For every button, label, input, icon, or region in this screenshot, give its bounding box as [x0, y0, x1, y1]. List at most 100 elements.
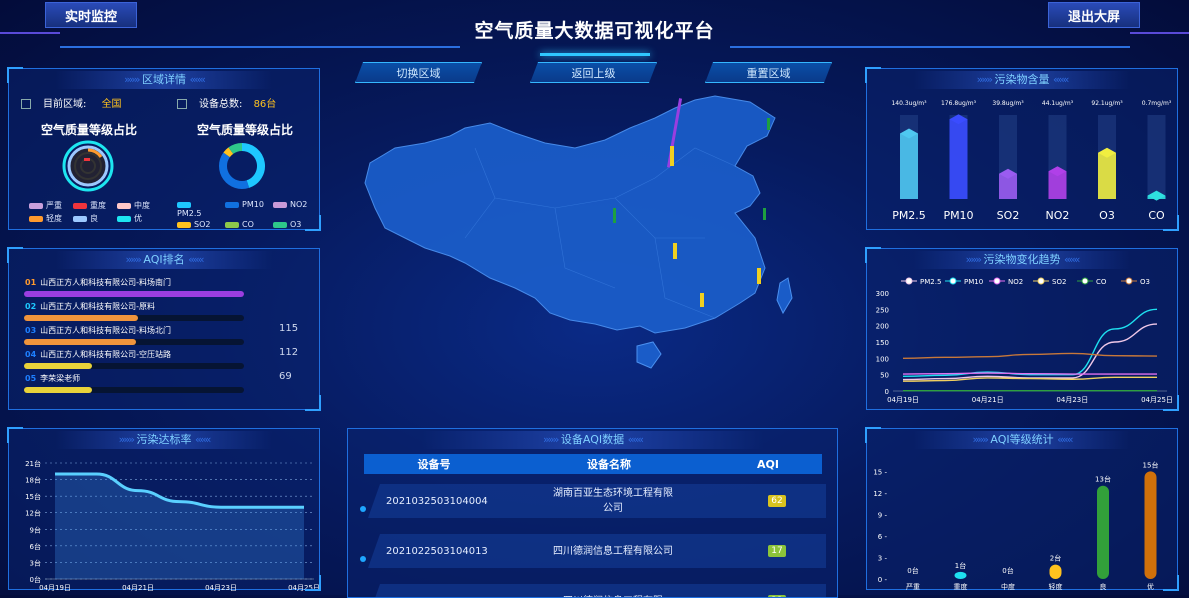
legend-item[interactable]: 轻度 [29, 213, 65, 224]
device-aqi-panel: ›››››› 设备AQI数据 ‹‹‹‹‹‹ 设备号 设备名称 AQI 20210… [347, 428, 838, 598]
device-id: 2021032503104004 [368, 496, 498, 507]
aqi-badge: 62 [768, 495, 785, 507]
legend-item[interactable]: 严重 [29, 200, 65, 211]
bar-value-label: 0台 [907, 566, 918, 575]
legend-swatch [117, 216, 131, 222]
y-tick-label: 18台 [25, 476, 41, 485]
pollutant-value-label: 44.1ug/m³ [1042, 100, 1074, 107]
legend-item[interactable]: PM10 [225, 200, 265, 218]
x-tick-label: 优 [1147, 582, 1154, 591]
pollutant-name: PM10 [943, 209, 973, 222]
legend-item[interactable]: PM2.5 [177, 200, 217, 218]
pollutant-value-label: 92.1ug/m³ [1091, 100, 1123, 107]
map-taiwan[interactable] [777, 278, 792, 313]
aqi-badge: 17 [768, 545, 785, 557]
legend-swatch [225, 202, 239, 208]
pollutant-bar-chart: 140.3ug/m³PM2.5176.8ug/m³PM1039.8ug/m³SO… [867, 87, 1179, 231]
aqi-bar [955, 572, 967, 579]
region-panel: ›››››› 区域详情 ‹‹‹‹‹‹ 目前区域: 全国 设备总数: 86台 空气… [8, 68, 320, 230]
legend-item[interactable]: 重度 [73, 200, 109, 211]
pollutant-name: CO [1148, 209, 1165, 222]
left-legend: 严重 重度 中度轻度良优 [29, 200, 159, 224]
rank-name: 李荣梁老师 [40, 374, 80, 383]
legend-item[interactable]: NO2 [273, 200, 313, 218]
area-fill [55, 474, 304, 579]
map-mainland[interactable] [365, 96, 775, 333]
table-row[interactable]: 2021022503104012四川德润信息工程有限23 [368, 584, 826, 598]
pollutant-name: NO2 [1046, 209, 1070, 222]
legend-label: 重度 [90, 201, 106, 210]
legend-label: O3 [290, 220, 301, 229]
rank-number: 02 [25, 302, 36, 311]
legend-label: CO [1096, 278, 1107, 286]
legend-item[interactable]: 中度 [117, 200, 153, 211]
x-tick-label: 04月23日 [205, 584, 237, 591]
rank-name: 山西正方人和科技有限公司-原料 [40, 302, 155, 311]
reset-region-button[interactable]: 重置区域 [705, 62, 832, 83]
switch-region-button[interactable]: 切换区域 [355, 62, 482, 83]
list-icon [177, 99, 187, 109]
pollutant-bar [950, 119, 968, 199]
aqi-bar [1145, 471, 1157, 579]
legend-label: PM2.5 [920, 278, 941, 286]
legend-swatch [117, 203, 131, 209]
legend-label: PM10 [964, 278, 983, 286]
header-line-right [730, 46, 1130, 48]
rank-value: 69 [279, 371, 292, 382]
rank-name: 山西正方人和科技有限公司-料场南门 [40, 278, 171, 287]
left-chart-title: 空气质量等级占比 [41, 121, 137, 138]
device-count-value: 86台 [254, 99, 277, 110]
legend-label: PM2.5 [177, 209, 201, 218]
row-dot [360, 556, 366, 562]
y-tick-label: 200 [876, 323, 889, 331]
china-map[interactable] [355, 88, 805, 388]
legend-marker [950, 278, 956, 284]
bar-value-label: 1台 [955, 561, 966, 570]
right-chart-title: 空气质量等级占比 [197, 121, 293, 138]
legend-marker [1126, 278, 1132, 284]
right-legend: PM2.5 PM10 NO2 SO2 CO O3 [177, 200, 317, 229]
aqi-bar [1050, 565, 1062, 579]
legend-label: NO2 [290, 200, 307, 209]
ranking-item[interactable]: 02 山西正方人和科技有限公司-原料 [25, 301, 155, 312]
legend-swatch [73, 216, 87, 222]
y-tick-label: 12台 [25, 509, 41, 518]
header-line-left2 [60, 46, 460, 48]
legend-item[interactable]: CO [225, 220, 265, 229]
rank-bar-fill [24, 291, 244, 297]
rank-bar-fill [24, 363, 92, 369]
series-line-o3 [903, 353, 1157, 358]
y-tick-label: 15 - [873, 468, 887, 476]
x-tick-label: 中度 [1001, 582, 1015, 591]
y-tick-label: 300 [876, 290, 889, 298]
pollutant-donut [217, 141, 267, 191]
donut-slice [227, 151, 231, 155]
x-tick-label: 04月25日 [288, 584, 320, 591]
legend-item[interactable]: 优 [117, 213, 153, 224]
rank-number: 03 [25, 326, 36, 335]
legend-item[interactable]: 良 [73, 213, 109, 224]
legend-label: O3 [1140, 278, 1150, 286]
back-button[interactable]: 返回上级 [530, 62, 657, 83]
row-dot [360, 506, 366, 512]
panel-title: ›››››› 区域详情 ‹‹‹‹‹‹ [56, 71, 273, 89]
legend-label: CO [242, 220, 254, 229]
legend-item[interactable]: O3 [273, 220, 313, 229]
bar-value-label: 0台 [1002, 566, 1013, 575]
rank-bar [24, 315, 244, 321]
current-region-value: 全国 [102, 99, 122, 110]
ranking-item[interactable]: 05 李荣梁老师 [25, 373, 80, 384]
rank-bar-fill [24, 315, 138, 321]
map-hainan[interactable] [637, 342, 661, 368]
y-tick-label: 9台 [30, 525, 41, 534]
rank-number: 05 [25, 374, 36, 383]
aqi-cell: 62 [728, 495, 826, 507]
legend-item[interactable]: SO2 [177, 220, 217, 229]
